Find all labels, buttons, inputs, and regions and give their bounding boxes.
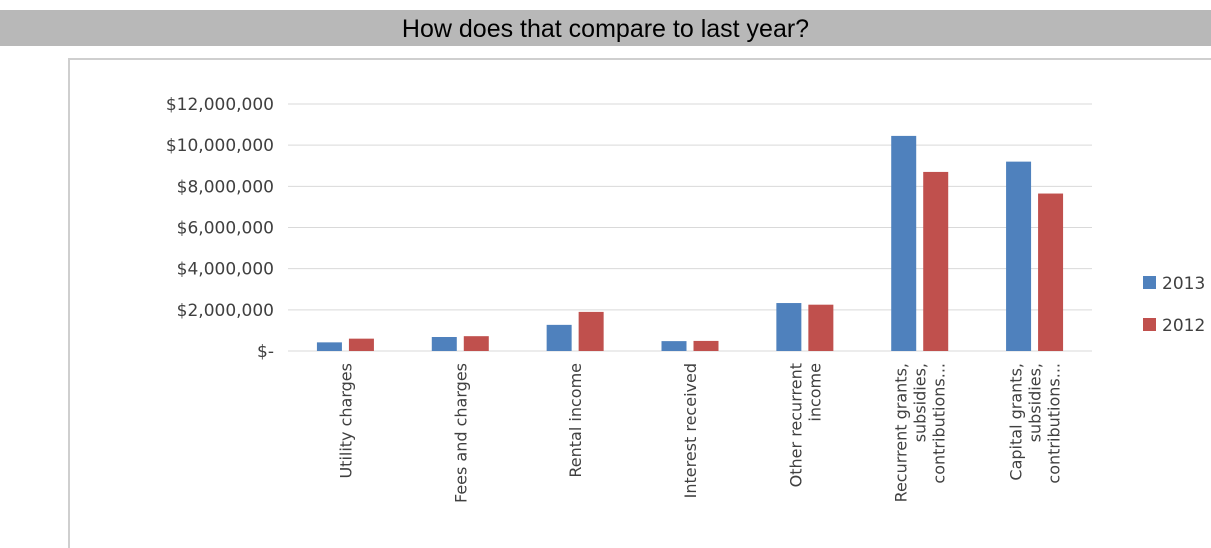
y-tick-label: $10,000,000 (166, 136, 274, 156)
page-title: How does that compare to last year? (401, 15, 810, 43)
bar-2013 (891, 135, 917, 351)
bar-2013 (316, 342, 342, 351)
y-tick-label: $8,000,000 (177, 177, 274, 197)
legend-swatch-2013 (1143, 276, 1156, 289)
bar-chart: $- $2,000,000 $4,000,000 $6,000,000 $8,000,0… (166, 95, 1205, 503)
x-tick-label: Fees and charges (451, 363, 470, 503)
y-tick-label: $- (257, 342, 274, 362)
legend-label-2013: 2013 (1162, 274, 1205, 294)
bar-2012 (578, 311, 604, 351)
bar-2013 (776, 303, 802, 351)
bar-2013 (431, 337, 457, 351)
x-tick-label: contributions... (1045, 363, 1064, 484)
x-tick-label: Interest received (681, 363, 700, 498)
y-tick-label: $6,000,000 (177, 219, 274, 239)
title-banner: How does that compare to last year? (0, 10, 1211, 46)
bar-2013 (546, 324, 572, 351)
x-tick-label: contributions... (930, 363, 949, 484)
y-tick-label: $2,000,000 (177, 301, 274, 321)
x-tick-label: subsidies, (911, 363, 930, 442)
legend-label-2012: 2012 (1162, 316, 1205, 336)
x-tick-label: Rental income (566, 363, 585, 478)
bar-2012 (348, 338, 374, 351)
bar-2012 (1038, 193, 1064, 351)
x-tick-label: Capital grants, (1007, 363, 1026, 481)
x-tick-label: Recurrent grants, (892, 363, 911, 502)
x-tick-label: income (805, 363, 824, 422)
y-tick-label: $12,000,000 (166, 95, 274, 115)
bar-2012 (693, 340, 719, 351)
legend-swatch-2012 (1143, 318, 1156, 331)
x-tick-label: Other recurrent (786, 363, 805, 487)
chart-frame (68, 58, 1211, 548)
bar-2012 (463, 336, 489, 351)
bar-2012 (808, 304, 834, 351)
bar-2013 (1006, 161, 1032, 351)
x-tick-label: subsidies, (1026, 363, 1045, 442)
bar-2012 (923, 171, 949, 351)
x-tick-label: Utility charges (336, 363, 355, 479)
bar-2013 (661, 341, 687, 351)
y-tick-label: $4,000,000 (177, 260, 274, 280)
